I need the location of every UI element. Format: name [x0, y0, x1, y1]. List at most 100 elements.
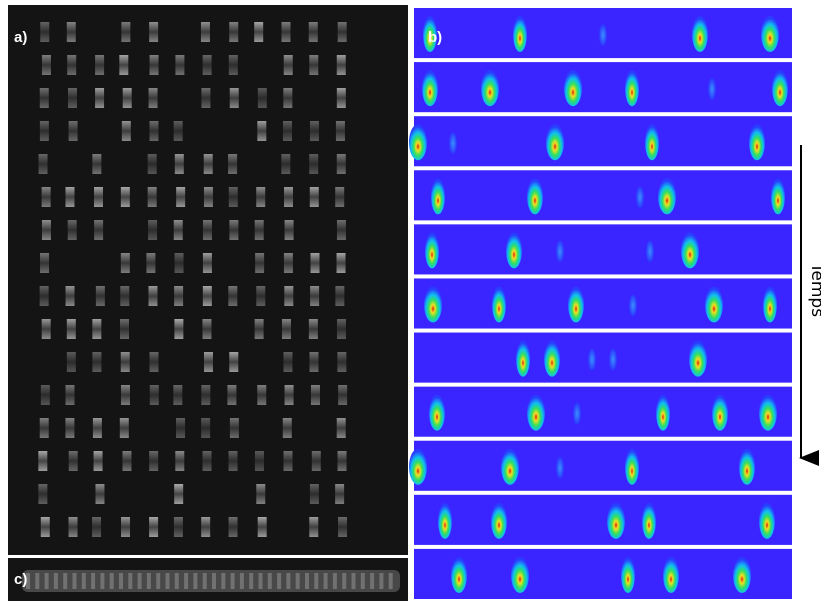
streak — [379, 573, 384, 589]
trap-site — [66, 22, 76, 42]
trap-site — [120, 253, 130, 273]
atom-blob — [749, 124, 765, 161]
trap-site — [149, 22, 159, 42]
atom-blob — [568, 286, 584, 323]
streak — [91, 573, 96, 589]
trap-site — [39, 88, 49, 108]
atom-blob — [501, 448, 519, 485]
atom-blob — [733, 556, 751, 593]
streak — [295, 573, 300, 589]
trap-site — [337, 352, 347, 372]
atom-blob — [409, 448, 427, 485]
trap-site — [229, 352, 239, 372]
trap-site — [202, 319, 212, 339]
atom-blob — [491, 502, 507, 539]
trap-site — [335, 121, 345, 141]
trap-site — [201, 418, 211, 438]
trap-site — [229, 220, 239, 240]
atom-blob — [513, 16, 527, 53]
streak — [212, 573, 216, 589]
trap-site — [41, 220, 51, 240]
panel-c-label: c) — [14, 571, 27, 588]
trap-site — [257, 121, 267, 141]
trap-site — [338, 517, 348, 537]
trap-site — [67, 55, 77, 75]
time-label: Temps — [807, 262, 821, 317]
trap-site — [174, 484, 184, 504]
atom-blob — [422, 70, 438, 107]
streak — [193, 573, 198, 589]
trap-site — [255, 253, 265, 273]
trap-site — [283, 451, 293, 471]
trap-site — [201, 385, 211, 405]
strip — [414, 224, 792, 275]
atom-blob — [705, 286, 723, 323]
trap-site — [256, 484, 266, 504]
trap-site — [254, 319, 264, 339]
atom-blob — [689, 340, 707, 377]
trap-site — [201, 517, 211, 537]
trap-site — [120, 187, 130, 207]
trap-site — [147, 187, 157, 207]
trap-site — [92, 352, 102, 372]
trap-site — [41, 319, 51, 339]
trap-site — [283, 352, 293, 372]
trap-site — [309, 517, 319, 537]
trap-site — [309, 154, 319, 174]
trap-site — [202, 451, 212, 471]
streak — [332, 573, 337, 589]
trap-site — [95, 286, 105, 306]
trap-site — [149, 352, 159, 372]
trap-site — [68, 517, 78, 537]
faint-blob — [556, 240, 564, 263]
streak — [100, 573, 105, 589]
trap-site — [173, 220, 183, 240]
trap-site — [175, 451, 185, 471]
streak — [286, 573, 291, 589]
trap-site — [40, 385, 50, 405]
trap-site — [228, 154, 238, 174]
atom-blob — [425, 232, 439, 269]
trap-site — [281, 22, 291, 42]
atom-blob — [511, 556, 529, 593]
streak — [165, 573, 170, 589]
trap-site — [38, 484, 48, 504]
atom-blob — [429, 394, 445, 431]
panel-b — [409, 5, 792, 601]
trap-site — [308, 22, 318, 42]
panel-b-label: b) — [428, 29, 442, 46]
trap-site — [229, 22, 239, 42]
trap-site — [228, 517, 238, 537]
trap-site — [176, 187, 186, 207]
strip — [414, 494, 792, 545]
trap-site — [68, 451, 78, 471]
atom-blob — [423, 16, 437, 53]
trap-site — [338, 385, 348, 405]
trap-site — [68, 121, 78, 141]
trap-site — [149, 451, 159, 471]
trap-site — [284, 187, 294, 207]
streak — [342, 573, 347, 589]
atom-blob — [527, 178, 543, 215]
trap-site — [335, 187, 345, 207]
faint-blob — [629, 294, 637, 317]
trap-site — [92, 418, 102, 438]
streak — [109, 573, 114, 589]
streak — [35, 573, 40, 589]
trap-site — [228, 286, 238, 306]
atom-blob — [544, 340, 560, 377]
trap-site — [336, 253, 346, 273]
streak — [277, 573, 282, 589]
trap-site — [281, 319, 291, 339]
atom-blob — [516, 340, 530, 377]
streak — [119, 573, 123, 589]
trap-site — [309, 55, 319, 75]
trap-site — [40, 517, 50, 537]
trap-site — [93, 451, 103, 471]
trap-site — [309, 187, 319, 207]
trap-site — [200, 22, 210, 42]
trap-site — [39, 286, 49, 306]
streak — [230, 573, 235, 589]
trap-site — [336, 88, 346, 108]
